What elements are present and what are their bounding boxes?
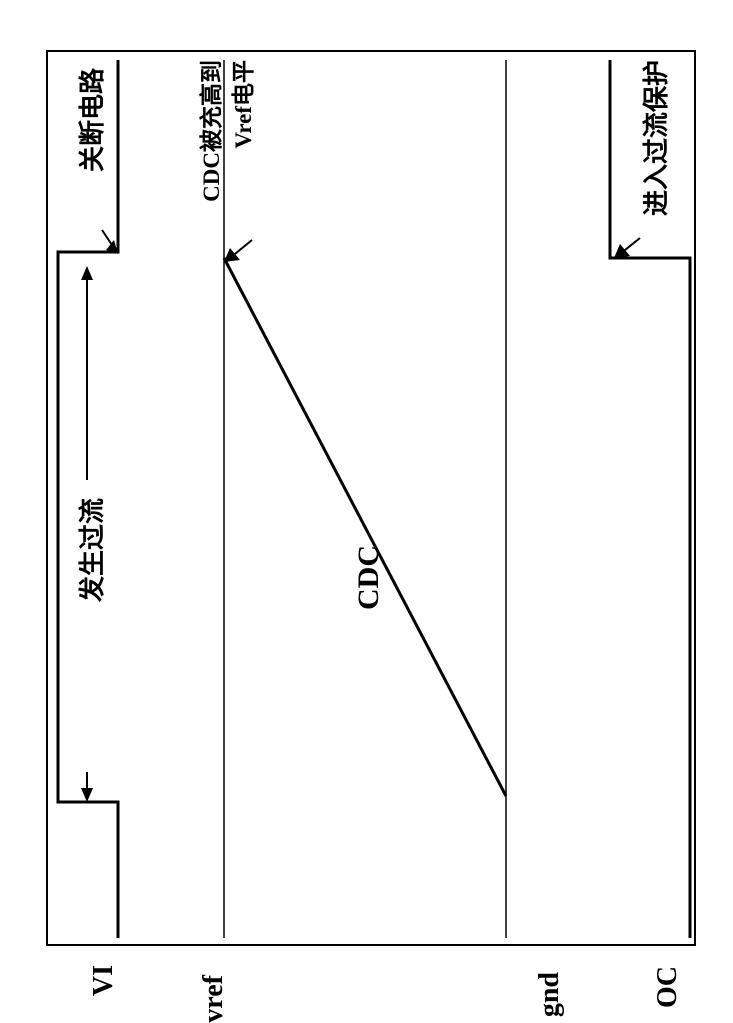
annot-cdc-charged-l1: CDC被充高到	[192, 60, 226, 202]
annot-circuit-off: 关断电路	[72, 68, 109, 172]
arrow-span-overcurrent	[81, 266, 93, 480]
annot-overcurrent-occurs: 发生过流	[72, 498, 109, 602]
diagram-svg	[0, 0, 733, 1000]
arrow-overcurrent-occurs	[81, 772, 93, 802]
annot-cdc-charged-l2: Vref电平	[224, 60, 258, 149]
arrow-enter-oc-protection	[614, 238, 640, 258]
arrow-circuit-off	[102, 230, 118, 254]
annot-cdc: CDC	[352, 545, 386, 610]
cdc-ramp	[224, 258, 506, 796]
arrow-cdc-charged	[224, 240, 252, 262]
annot-enter-oc-protection: 进入过流保护	[636, 60, 673, 216]
